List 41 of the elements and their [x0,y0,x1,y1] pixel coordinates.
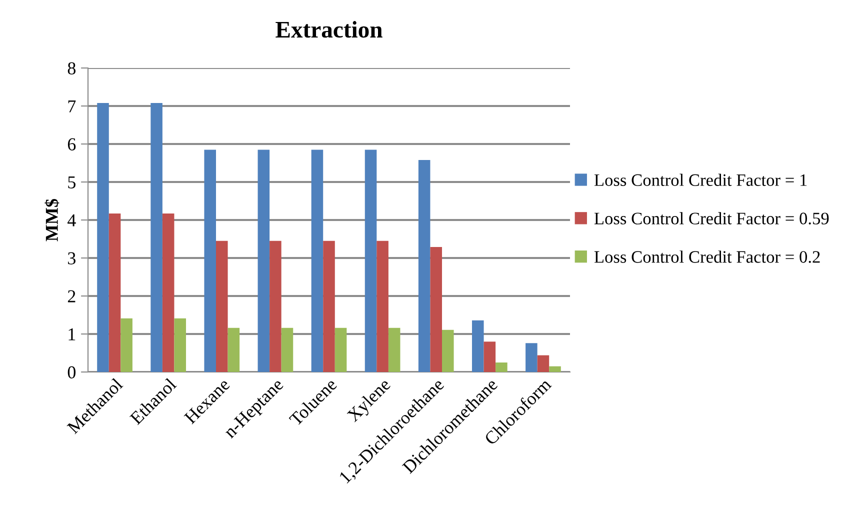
bar [484,342,496,372]
bar [537,355,550,372]
bar [108,214,121,372]
bar [150,102,162,372]
y-tick-label: 8 [68,62,76,74]
legend-label: Loss Control Credit Factor = 1 [594,174,807,186]
bar [496,362,508,372]
bar [526,343,538,372]
y-axis-title: MM$ [44,198,60,242]
y-tick-label: 5 [68,176,76,188]
legend-label: Loss Control Credit Factor = 0.59 [594,212,829,224]
bar [442,330,454,372]
bar [364,150,377,372]
y-tick-label: 4 [68,214,76,226]
bar [418,160,430,372]
bar [270,240,282,372]
bar [97,102,109,372]
y-tick-label: 1 [68,328,76,340]
bar [549,366,561,372]
y-tick-label: 2 [68,290,76,302]
bar [174,318,186,372]
bar [323,240,335,372]
y-tick-label: 3 [68,252,76,264]
bar [120,318,132,372]
y-tick-label: 7 [68,100,76,112]
bar [388,328,400,372]
bar [162,214,174,372]
bar [258,150,270,372]
bar [430,246,442,372]
bar [311,150,324,372]
bar [281,328,294,372]
y-tick-label: 0 [68,366,76,378]
bar [228,328,240,372]
bar [216,240,228,372]
bar [472,320,484,372]
bar [334,328,347,372]
legend-label: Loss Control Credit Factor = 0.2 [594,250,820,263]
y-tick-label: 6 [68,138,76,150]
bar [204,150,216,372]
bar [376,240,388,372]
chart-title: Extraction [276,21,382,38]
